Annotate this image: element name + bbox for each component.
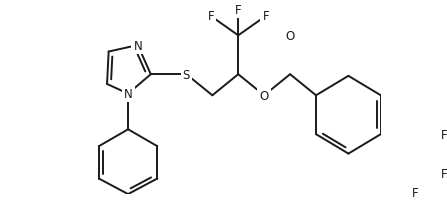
- Text: S: S: [183, 68, 190, 81]
- Text: F: F: [207, 10, 214, 23]
- Text: O: O: [286, 30, 295, 43]
- Text: F: F: [262, 10, 269, 23]
- Text: F: F: [441, 128, 447, 141]
- Text: O: O: [260, 89, 269, 102]
- Text: F: F: [235, 4, 241, 17]
- Text: N: N: [124, 88, 132, 101]
- Text: N: N: [134, 39, 142, 52]
- Text: F: F: [412, 186, 418, 199]
- Text: F: F: [441, 167, 447, 180]
